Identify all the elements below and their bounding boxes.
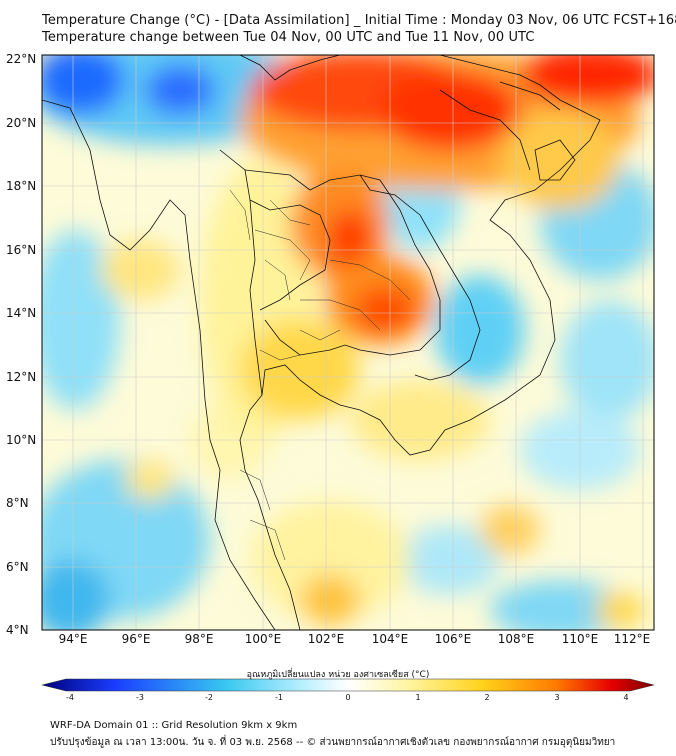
chart-subtitle: Temperature change between Tue 04 Nov, 0… bbox=[42, 30, 535, 45]
lon-label: 106°E bbox=[434, 632, 472, 646]
lat-label: 12°N bbox=[6, 370, 37, 384]
lat-label: 10°N bbox=[6, 433, 37, 447]
lat-label: 16°N bbox=[6, 243, 37, 257]
colorbar-title: อุณหภูมิเปลี่ยนแปลง หน่วย องศาเซลเซียส (… bbox=[246, 670, 430, 680]
lon-label: 104°E bbox=[371, 632, 409, 646]
lon-label: 110°E bbox=[561, 632, 599, 646]
lat-label: 22°N bbox=[6, 52, 37, 66]
map-frame bbox=[41, 54, 655, 631]
colorbar-tick: -4 bbox=[66, 693, 74, 702]
lat-label: 6°N bbox=[6, 560, 29, 574]
lat-label: 14°N bbox=[6, 306, 37, 320]
graticule bbox=[42, 55, 654, 630]
lat-label: 8°N bbox=[6, 496, 29, 510]
lon-label: 98°E bbox=[184, 632, 214, 646]
lon-label: 96°E bbox=[121, 632, 151, 646]
lon-label: 100°E bbox=[244, 632, 282, 646]
footer-model-info: WRF-DA Domain 01 :: Grid Resolution 9km … bbox=[50, 720, 298, 731]
colorbar-tick: 0 bbox=[345, 693, 351, 702]
colorbar-tick: -3 bbox=[136, 693, 144, 702]
lon-label: 108°E bbox=[497, 632, 535, 646]
lat-label: 20°N bbox=[6, 116, 37, 130]
temperature-field bbox=[42, 55, 654, 630]
colorbar-tick: 4 bbox=[623, 693, 629, 702]
lat-label: 18°N bbox=[6, 179, 37, 193]
lon-label: 102°E bbox=[307, 632, 345, 646]
colorbar-tick: -2 bbox=[205, 693, 213, 702]
coastlines-borders bbox=[42, 55, 601, 630]
lon-label: 112°E bbox=[613, 632, 651, 646]
provinces bbox=[229, 189, 411, 561]
lon-label: 94°E bbox=[58, 632, 88, 646]
colorbar bbox=[41, 678, 655, 692]
colorbar-tick: -1 bbox=[275, 693, 283, 702]
chart-title: Temperature Change (°C) - [Data Assimila… bbox=[42, 13, 676, 28]
footer-update-info: ปรับปรุงข้อมูล ณ เวลา 13:00น. วัน จ. ที่… bbox=[50, 737, 616, 748]
colorbar-tick: 2 bbox=[484, 693, 490, 702]
colorbar-tick: 3 bbox=[554, 693, 560, 702]
colorbar-tick: 1 bbox=[415, 693, 421, 702]
lat-label: 4°N bbox=[6, 623, 29, 637]
